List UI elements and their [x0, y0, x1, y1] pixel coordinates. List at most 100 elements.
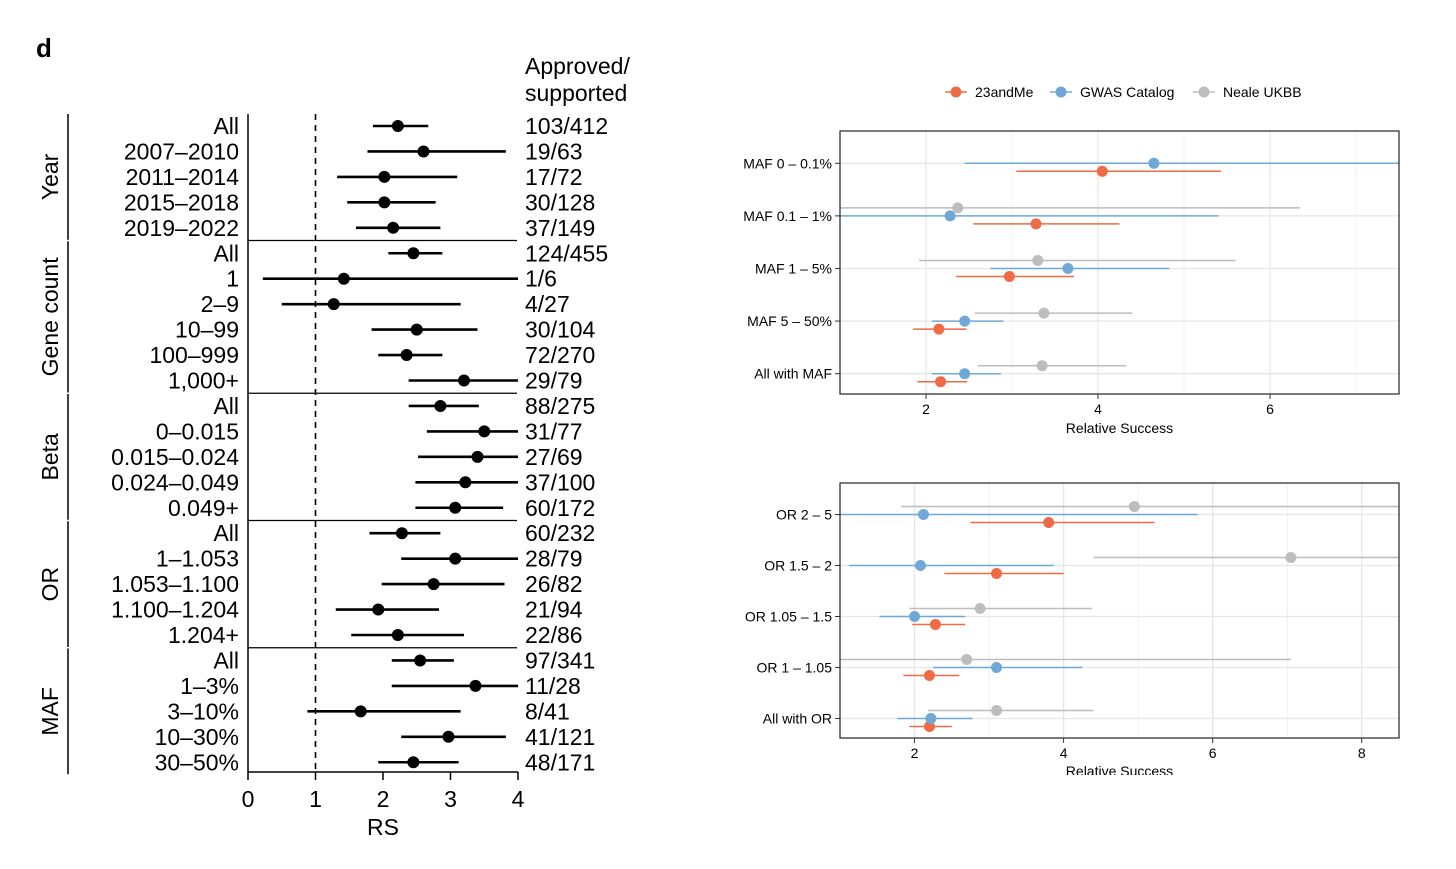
estimate-point: [478, 425, 491, 438]
forest-plot-rs: Approved/supported 0 1 2 3 4 RS Year All 103/412 2…: [37, 53, 630, 840]
count-header: Approved/: [525, 53, 630, 79]
estimate-point: [442, 730, 455, 743]
estimate-point: [395, 527, 408, 540]
category-label: MAF 1 – 5%: [755, 261, 832, 277]
estimate-point: [417, 145, 430, 158]
estimate-point: [407, 247, 420, 260]
estimate-point: [378, 196, 391, 209]
group-label: OR: [37, 567, 63, 602]
row-label: 2015–2018: [124, 189, 239, 215]
x-tick-label: 4: [512, 786, 525, 812]
legend-marker: [1055, 86, 1067, 98]
x-axis-title: Relative Success: [1066, 420, 1173, 436]
estimate-point: [1128, 501, 1140, 512]
legend-label: 23andMe: [975, 84, 1034, 100]
row-label: 1.204+: [168, 622, 239, 648]
category-label: MAF 0.1 – 1%: [743, 208, 832, 224]
relative-success-or-panel: OR 2 – 5 OR 1.5 – 2 OR 1.05 – 1.5 OR 1 – 1.…: [745, 482, 1400, 775]
estimate-point: [1062, 263, 1074, 274]
x-tick-label: 2: [377, 786, 390, 812]
row-label: 1.100–1.204: [111, 597, 239, 623]
estimate-point: [434, 399, 447, 412]
estimate-point: [909, 611, 921, 622]
estimate-point: [391, 120, 404, 132]
estimate-point: [974, 603, 986, 614]
estimate-point: [327, 298, 340, 311]
row-label: 1–1.053: [156, 546, 239, 572]
x-tick-label: 2: [911, 745, 919, 761]
estimate-point: [929, 619, 941, 630]
count-header: supported: [525, 80, 627, 106]
estimate-point: [378, 170, 391, 183]
estimate-point: [387, 221, 400, 234]
row-label: 100–999: [149, 342, 239, 368]
category-label: OR 1.05 – 1.5: [745, 609, 832, 625]
count-value: 26/82: [525, 571, 583, 597]
estimate-point: [1096, 165, 1108, 177]
category-label: All with OR: [763, 711, 832, 727]
row-label: 1.053–1.100: [111, 571, 239, 597]
x-tick-label: 6: [1266, 401, 1274, 417]
estimate-point: [1285, 552, 1297, 563]
estimate-point: [991, 662, 1003, 673]
x-tick-label: 4: [1094, 401, 1102, 417]
group-label: MAF: [37, 687, 63, 736]
count-value: 30/104: [525, 317, 596, 343]
estimate-point: [427, 578, 440, 591]
count-value: 97/341: [525, 647, 595, 673]
estimate-point: [449, 501, 462, 514]
count-value: 21/94: [525, 597, 583, 623]
count-value: 4/27: [525, 291, 570, 317]
count-value: 11/28: [525, 673, 581, 699]
estimate-point: [1148, 157, 1160, 169]
x-tick-label: 6: [1209, 745, 1217, 761]
estimate-point: [400, 349, 413, 362]
row-label: All: [213, 393, 239, 419]
estimate-point: [933, 323, 945, 335]
estimate-point: [372, 603, 385, 616]
estimate-point: [917, 509, 929, 520]
count-value: 30/128: [525, 189, 595, 215]
row-label: 30–50%: [155, 749, 239, 775]
count-value: 41/121: [525, 724, 595, 750]
group-label: Year: [37, 153, 63, 200]
estimate-point: [391, 629, 404, 641]
count-value: 28/79: [525, 546, 583, 572]
count-value: 22/86: [525, 622, 583, 648]
estimate-point: [1043, 517, 1055, 528]
row-label: 10–99: [175, 317, 239, 343]
count-value: 27/69: [525, 444, 583, 470]
count-value: 88/275: [525, 393, 595, 419]
estimate-point: [337, 272, 350, 285]
count-value: 60/172: [525, 495, 595, 521]
estimate-point: [923, 670, 935, 681]
estimate-point: [944, 210, 956, 222]
estimate-point: [1038, 307, 1050, 319]
estimate-point: [914, 560, 926, 571]
estimate-point: [1036, 360, 1048, 372]
x-tick-label: 4: [1060, 745, 1068, 761]
relative-success-maf-panel: MAF 0 – 0.1% MAF 0.1 – 1% MAF 1 – 5% MAF 5 …: [743, 130, 1400, 436]
count-value: 1/6: [525, 266, 557, 292]
category-label: OR 1.5 – 2: [764, 558, 832, 574]
row-label: 3–10%: [167, 698, 239, 724]
estimate-point: [459, 476, 472, 489]
estimate-point: [1030, 218, 1042, 230]
count-value: 103/412: [525, 113, 608, 139]
estimate-point: [407, 756, 420, 769]
panel-border: [839, 482, 1400, 739]
count-value: 17/72: [525, 164, 583, 190]
count-value: 31/77: [525, 418, 583, 444]
category-label: OR 2 – 5: [776, 507, 832, 523]
estimate-point: [961, 654, 973, 665]
count-value: 60/232: [525, 520, 595, 546]
estimate-point: [449, 552, 462, 565]
row-label: 10–30%: [155, 724, 239, 750]
legend: 23andMe GWAS Catalog Neale UKBB: [945, 84, 1302, 100]
row-label: 1: [226, 266, 239, 292]
legend-marker: [1198, 86, 1210, 98]
legend-label: GWAS Catalog: [1080, 84, 1174, 100]
count-value: 37/100: [525, 469, 595, 495]
estimate-point: [354, 705, 367, 718]
legend-label: Neale UKBB: [1223, 84, 1302, 100]
